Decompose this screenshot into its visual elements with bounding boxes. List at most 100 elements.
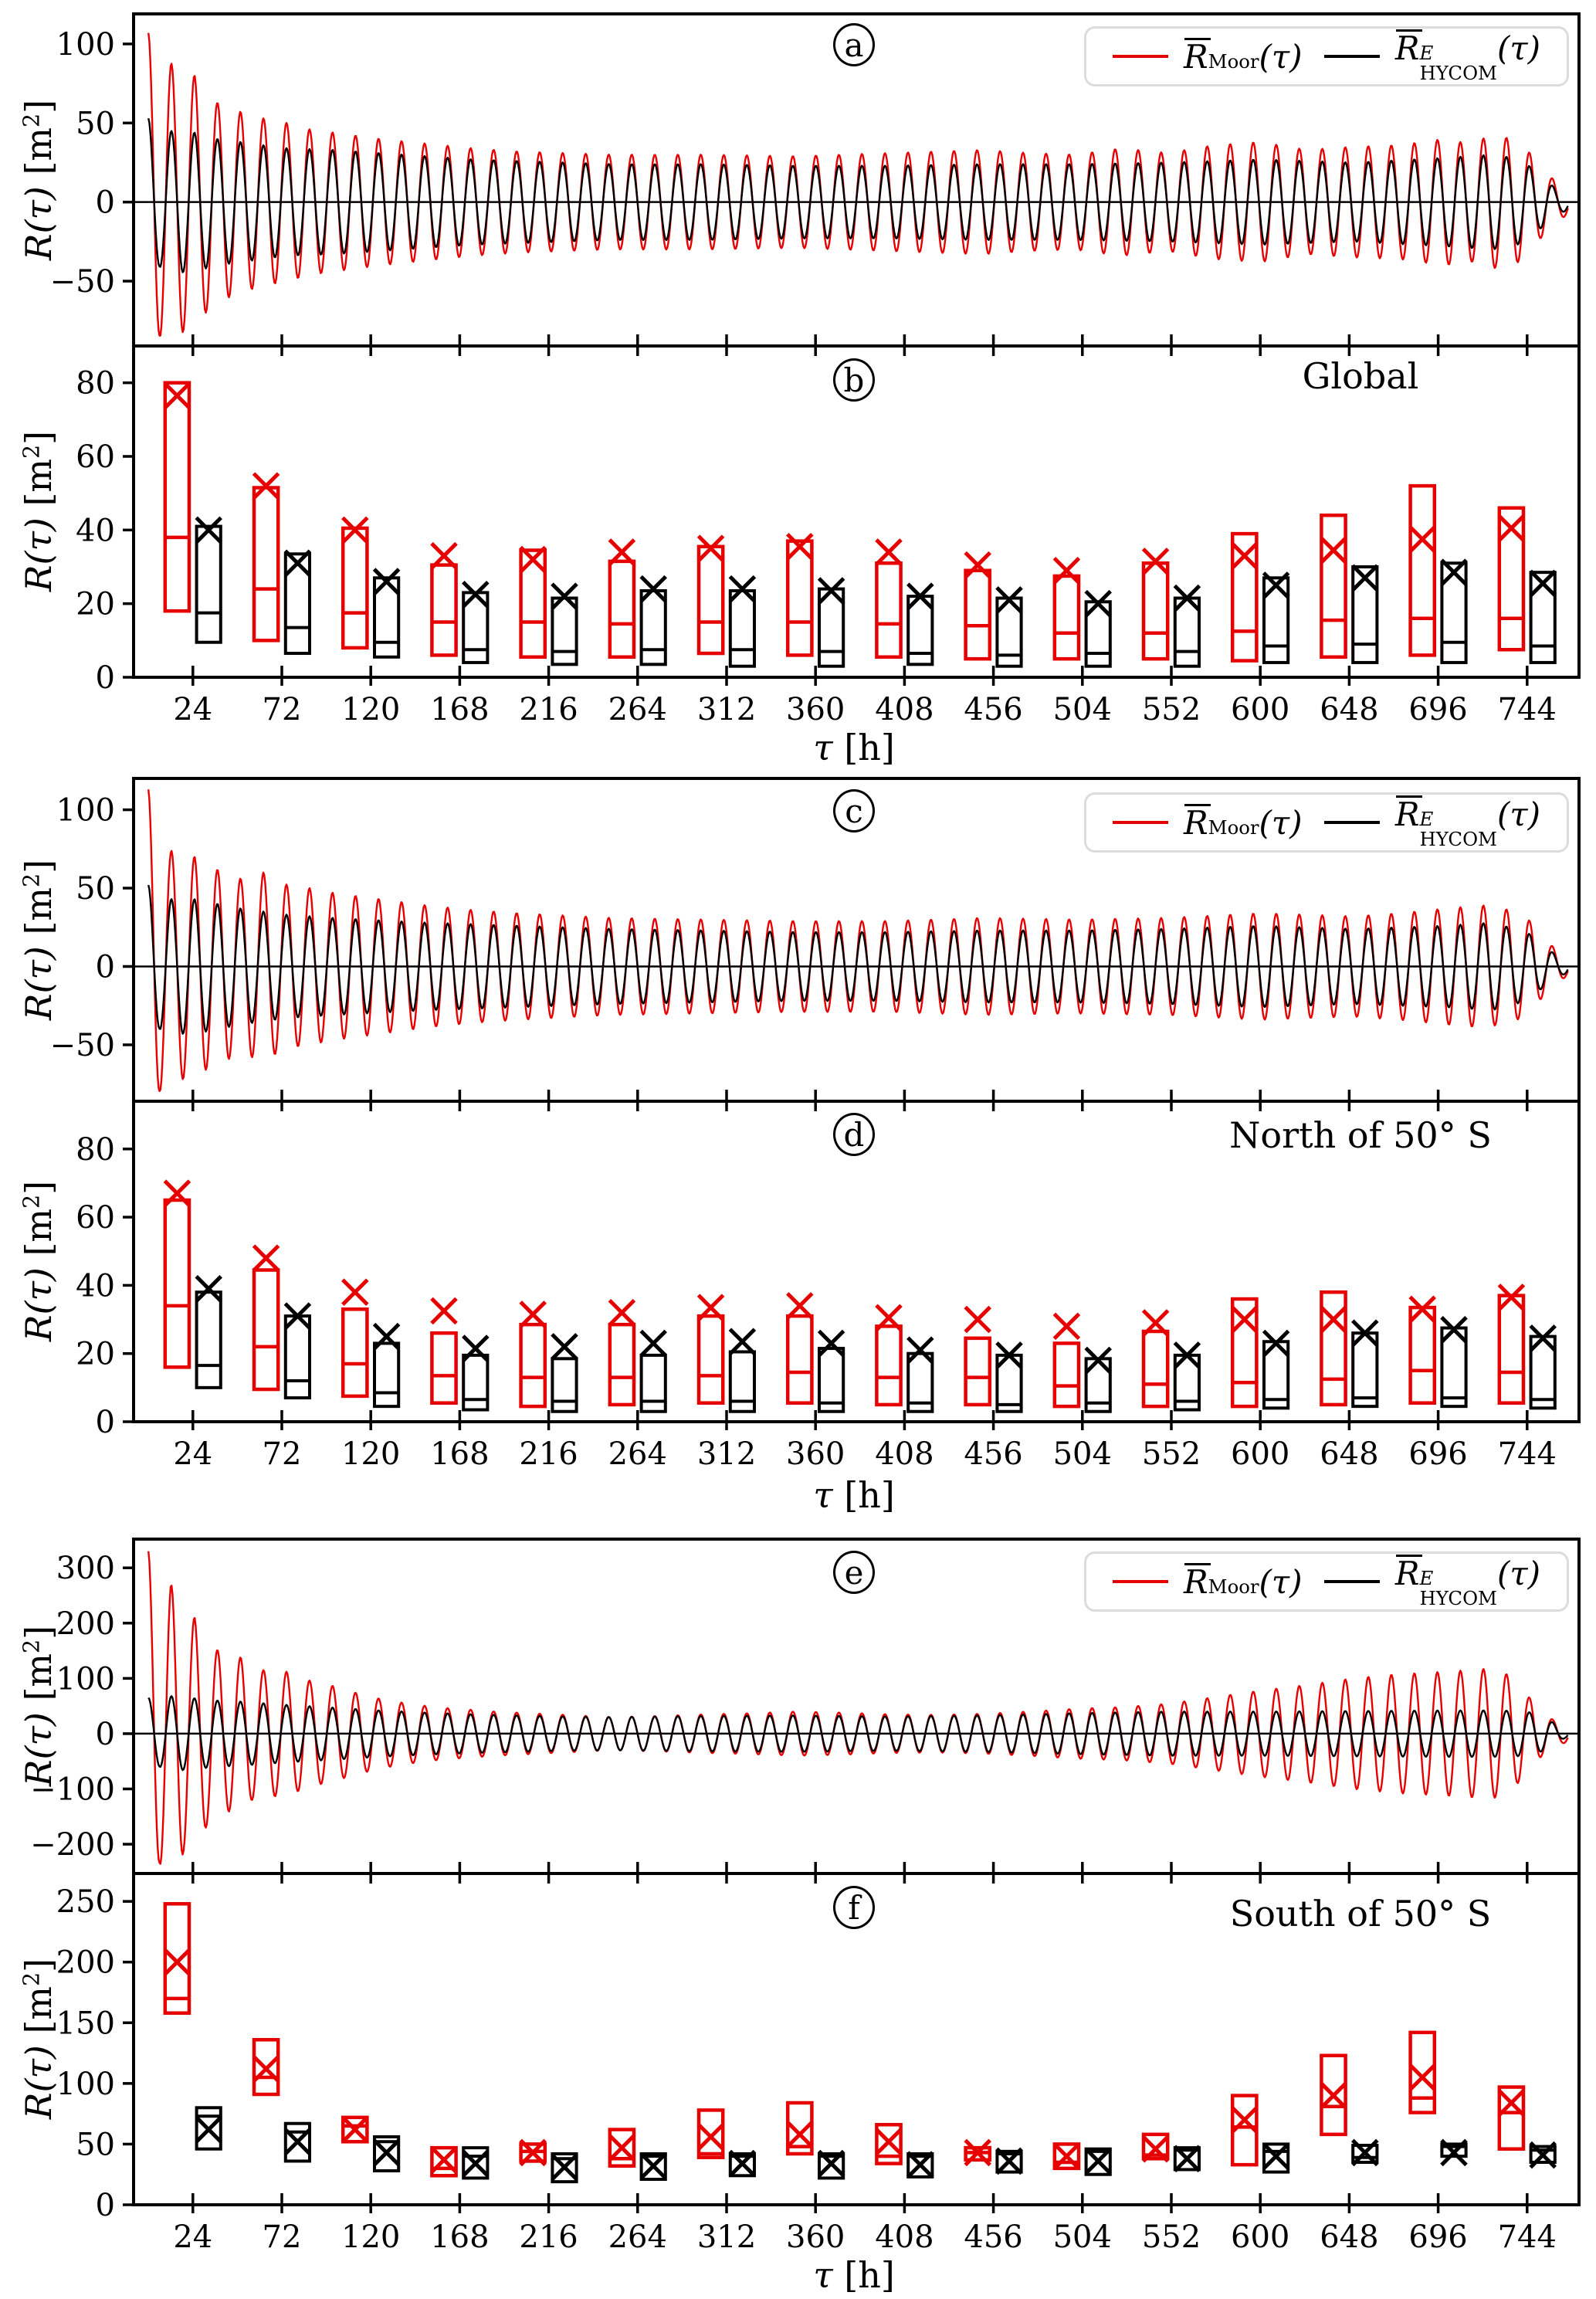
- hycom-box: [906, 2152, 934, 2179]
- panel-b: 0 20 40 60 80 24 72 120 168 216 264 312 360 408 456 504…: [76, 344, 1581, 727]
- y-tick-label: 40: [76, 513, 115, 548]
- y-tick-label: 0: [96, 660, 115, 696]
- x-tick-label: 504: [1053, 2219, 1112, 2255]
- x-tick-label: 216: [519, 2219, 578, 2255]
- y-tick-label: 80: [76, 366, 115, 402]
- x-tick-label: 24: [173, 692, 212, 727]
- hycom-box: [1262, 2142, 1290, 2174]
- moor-mean-x-marker: [608, 538, 636, 566]
- y-tick-label: 0: [96, 2188, 115, 2223]
- x-tick-label: 648: [1320, 2219, 1378, 2255]
- hycom-box: [818, 1347, 845, 1413]
- moor-label: R Moor (τ): [1184, 37, 1303, 76]
- y-tick-label: 60: [76, 439, 115, 475]
- hycom-mean-x-marker: [372, 2138, 401, 2167]
- moor-mean-x-marker: [696, 1294, 725, 1321]
- hycom-mean-x-marker: [995, 2147, 1023, 2175]
- hycom-box: [906, 1351, 934, 1413]
- y-tick-label: 50: [76, 871, 115, 907]
- moor-mean-x-marker: [1231, 541, 1259, 570]
- ylabel-close: ]: [18, 430, 59, 445]
- moor-mean-x-marker: [1320, 2081, 1347, 2110]
- xlabel-unit: [h]: [832, 1474, 895, 1516]
- moor-box: [1052, 1341, 1081, 1409]
- hycom-sup: E: [1419, 808, 1434, 831]
- x-tick-label: 360: [786, 1436, 845, 1472]
- y-tick-label: 250: [56, 1884, 115, 1920]
- moor-box: [1497, 506, 1526, 652]
- hycom-arg: (τ): [1496, 29, 1540, 68]
- hycom-box: [728, 1350, 756, 1413]
- moor-box: [341, 526, 369, 650]
- hycom-mean-x-marker: [728, 1328, 757, 1356]
- xlabel-var: τ: [813, 2254, 833, 2296]
- legend-item-moor: R Moor (τ): [1113, 37, 1303, 76]
- moor-mean-x-marker: [1052, 1312, 1081, 1341]
- hycom-label: R E HYCOM (τ): [1395, 1555, 1540, 1608]
- region-title-global: Global: [1302, 355, 1419, 397]
- hycom-mean-x-marker: [1351, 564, 1379, 592]
- hycom-box: [462, 1353, 490, 1412]
- hycom-mean-x-marker: [906, 1336, 934, 1365]
- ylabel-unit: [m: [18, 1985, 59, 2046]
- x-tick-label: 504: [1053, 1436, 1112, 1472]
- moor-mean-x-marker: [519, 545, 547, 574]
- moor-mean-x-marker: [1320, 1305, 1347, 1334]
- ylabel-close: ]: [18, 1625, 59, 1639]
- moor-box: [163, 1198, 191, 1369]
- x-tick-label: 648: [1320, 692, 1378, 727]
- moor-box: [696, 1314, 725, 1405]
- hycom-mean-x-marker: [1173, 2145, 1201, 2173]
- hycom-mean-x-marker: [817, 1329, 845, 1358]
- moor-box: [519, 1322, 547, 1409]
- hycom-box: [195, 2106, 222, 2151]
- y-tick-label: 50: [76, 106, 115, 141]
- moor-mean-x-marker: [1052, 2142, 1081, 2170]
- ylabel-unit: [m: [18, 458, 59, 518]
- x-tick-label: 456: [964, 2219, 1022, 2255]
- hycom-sup: E: [1419, 1567, 1434, 1590]
- panel-b-border: [132, 344, 1581, 679]
- moor-mean-x-marker: [1408, 1295, 1436, 1324]
- ylabel-unit: [m: [18, 127, 59, 187]
- hycom-supsub: E HYCOM: [1420, 43, 1497, 83]
- moor-box: [519, 548, 547, 660]
- hycom-arg: (τ): [1496, 795, 1540, 834]
- hycom-mean-x-marker: [906, 582, 934, 610]
- hycom-label: R E HYCOM (τ): [1395, 795, 1540, 849]
- moor-box: [696, 544, 725, 656]
- y-tick-label: 80: [76, 1132, 115, 1168]
- hycom-mean-x-marker: [462, 580, 490, 609]
- x-tick-label: 456: [964, 692, 1022, 727]
- moor-line-sample: [1113, 821, 1168, 824]
- ylabel-close: ]: [18, 859, 59, 873]
- hycom-box: [639, 2152, 667, 2181]
- moor-mean-x-marker: [964, 1305, 991, 1334]
- hycom-mean-x-marker: [372, 568, 401, 595]
- x-tick-label: 552: [1142, 2219, 1201, 2255]
- hycom-mean-x-marker: [1173, 1341, 1201, 1369]
- x-tick-label: 168: [430, 692, 489, 727]
- y-axis-label-e: R(τ) [m2]: [18, 1626, 59, 1786]
- hycom-box: [373, 576, 401, 659]
- y-tick-label: 100: [56, 2067, 115, 2102]
- ylabel-var: R(τ): [18, 946, 59, 1021]
- moor-sub: Moor: [1208, 49, 1259, 73]
- y-tick-label: 0: [96, 185, 115, 221]
- hycom-mean-x-marker: [551, 1333, 578, 1361]
- moor-mean-x-marker: [1052, 556, 1081, 585]
- y-tick-label: −50: [50, 264, 115, 300]
- y-tick-label: 0: [96, 1717, 115, 1752]
- hycom-mean-x-marker: [283, 1302, 312, 1330]
- moor-box: [785, 2101, 814, 2156]
- moor-box: [1141, 561, 1170, 661]
- moor-mean-x-marker: [875, 2128, 903, 2156]
- x-tick-label: 696: [1408, 692, 1467, 727]
- moor-mean-x-marker: [163, 1179, 191, 1207]
- moor-symbol: R: [1184, 37, 1211, 76]
- y-axis-label-d: R(τ) [m2]: [18, 1181, 59, 1341]
- panel-letter: f: [848, 1888, 860, 1927]
- hycom-mean-x-marker: [1440, 558, 1468, 586]
- hycom-mean-x-marker: [1351, 2138, 1379, 2167]
- moor-mean-x-marker: [1497, 1283, 1526, 1311]
